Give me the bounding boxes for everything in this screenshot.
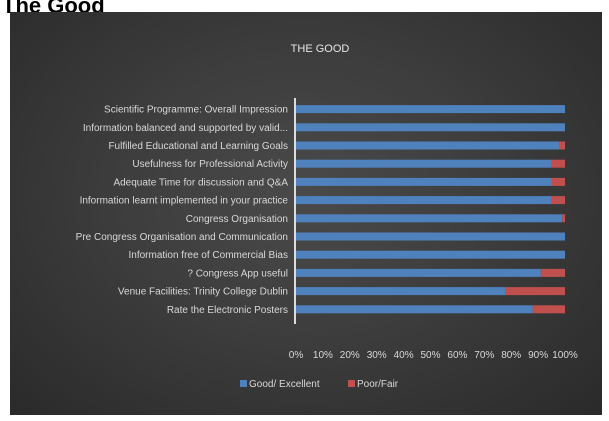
chart-panel: THE GOOD Scientific Programme: Overall I…: [10, 12, 602, 415]
legend: Good/ Excellent Poor/Fair: [240, 379, 399, 390]
bar-good-excellent: [296, 196, 552, 205]
category-label: Adequate Time for discussion and Q&A: [113, 177, 288, 188]
category-label: Information learnt implemented in your p…: [80, 196, 289, 207]
bar-good-excellent: [296, 177, 552, 186]
x-axis-ticks: 0% 10% 20% 30% 40% 50% 60% 70% 80% 90% 100%: [289, 350, 578, 361]
category-label: Pre Congress Organisation and Communicat…: [76, 232, 288, 243]
bar-poor-fair: [532, 305, 565, 314]
x-tick-label: 30%: [367, 350, 387, 361]
x-tick-label: 20%: [340, 350, 360, 361]
category-label: Venue Facilities: Trinity College Dublin: [118, 287, 288, 298]
x-tick-label: 70%: [474, 350, 494, 361]
x-tick-label: 40%: [394, 350, 414, 361]
x-tick-label: 80%: [501, 350, 521, 361]
legend-swatch-poor: [348, 380, 355, 387]
bar-good-excellent: [296, 141, 560, 150]
x-tick-label: 50%: [420, 350, 440, 361]
bar-good-excellent: [296, 123, 565, 132]
category-labels: Scientific Programme: Overall Impression…: [76, 105, 289, 316]
category-label: Fulfilled Educational and Learning Goals: [108, 141, 288, 152]
bar-good-excellent: [296, 287, 506, 296]
bar-good-excellent: [296, 250, 565, 259]
category-label: Information free of Commercial Bias: [128, 250, 288, 261]
x-tick-label: 60%: [447, 350, 467, 361]
x-tick-label: 90%: [528, 350, 548, 361]
bar-good-excellent: [296, 214, 563, 223]
x-tick-label: 0%: [289, 350, 304, 361]
bar-poor-fair: [551, 177, 565, 186]
category-label: Congress Organisation: [186, 214, 288, 225]
legend-label-poor: Poor/Fair: [357, 379, 399, 390]
category-label: Usefulness for Professional Activity: [132, 159, 288, 170]
legend-label-good: Good/ Excellent: [249, 379, 320, 390]
chart-title: THE GOOD: [291, 43, 350, 55]
x-tick-label: 10%: [313, 350, 333, 361]
category-label: ? Congress App useful: [187, 268, 288, 279]
bar-poor-fair: [551, 159, 565, 168]
legend-swatch-good: [240, 380, 247, 387]
bar-good-excellent: [296, 232, 565, 241]
category-label: Scientific Programme: Overall Impression: [104, 105, 288, 116]
category-label: Information balanced and supported by va…: [83, 123, 288, 134]
bars-layer: [296, 105, 565, 314]
x-tick-label: 100%: [552, 350, 578, 361]
bar-good-excellent: [296, 159, 552, 168]
bar-poor-fair: [540, 268, 565, 277]
bar-poor-fair: [562, 214, 565, 223]
stacked-bar-chart: THE GOOD Scientific Programme: Overall I…: [76, 43, 578, 390]
bar-good-excellent: [296, 105, 565, 114]
bar-poor-fair: [559, 141, 565, 150]
bar-poor-fair: [551, 196, 565, 205]
bar-good-excellent: [296, 305, 533, 314]
category-label: Rate the Electronic Posters: [167, 305, 288, 316]
bar-good-excellent: [296, 268, 541, 277]
bar-poor-fair: [505, 287, 565, 296]
